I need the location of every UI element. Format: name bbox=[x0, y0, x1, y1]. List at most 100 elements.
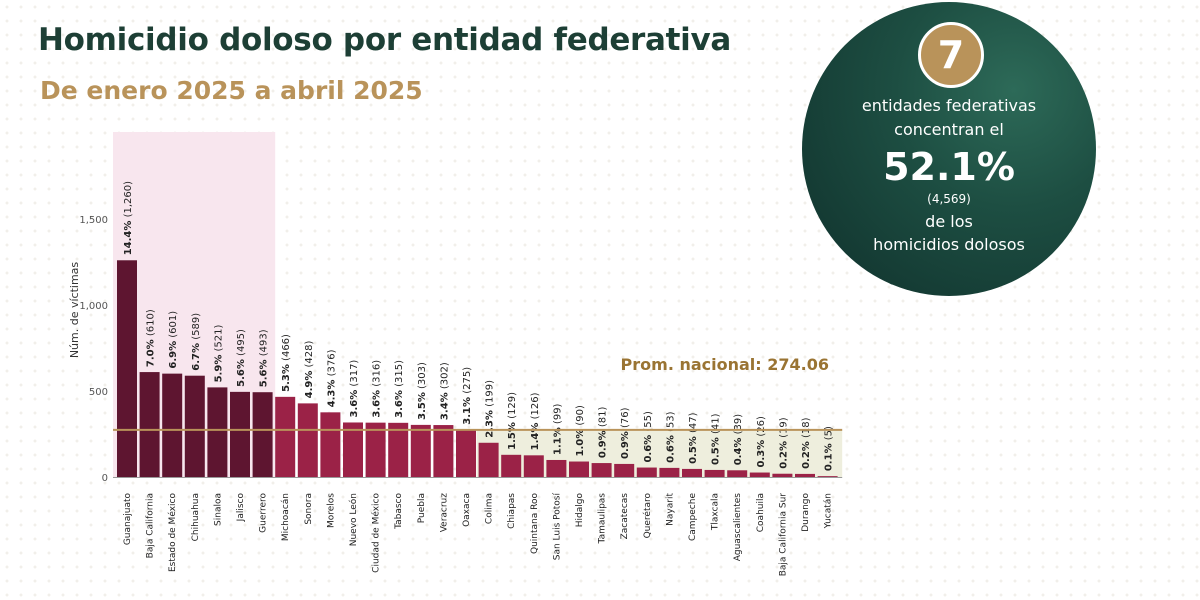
category-label: Chiapas bbox=[507, 493, 517, 529]
bar bbox=[591, 463, 612, 477]
data-label: 0.2% (19) bbox=[778, 417, 789, 469]
bar bbox=[343, 422, 363, 477]
bar bbox=[478, 442, 499, 477]
bar bbox=[184, 375, 205, 477]
y-tick-label: 1,500 bbox=[79, 215, 108, 226]
callout-line-4: homicidios dolosos bbox=[873, 235, 1025, 254]
category-label: Oaxaca bbox=[462, 493, 472, 527]
data-label: 2.3% (199) bbox=[485, 380, 496, 438]
bar bbox=[501, 454, 522, 477]
category-label: Tamaulipas bbox=[598, 493, 608, 545]
bar bbox=[117, 260, 137, 477]
bar bbox=[817, 476, 838, 477]
category-label: Jalisco bbox=[236, 493, 246, 523]
data-label: 3.6% (315) bbox=[394, 360, 405, 418]
data-label: 3.6% (316) bbox=[372, 360, 383, 418]
data-label: 6.9% (601) bbox=[168, 311, 179, 369]
category-label: Chihuahua bbox=[191, 493, 201, 541]
bar bbox=[456, 429, 476, 477]
callout-line-3: de los bbox=[925, 212, 973, 231]
category-label: Veracruz bbox=[439, 493, 449, 533]
bar bbox=[636, 467, 657, 477]
data-label: 0.1% (5) bbox=[824, 426, 835, 471]
category-label: Durango bbox=[801, 493, 811, 532]
callout-line-2: concentran el bbox=[894, 120, 1004, 139]
bar bbox=[433, 425, 454, 477]
data-label: 0.9% (76) bbox=[620, 407, 631, 459]
data-label: 1.0% (90) bbox=[575, 405, 586, 457]
bar bbox=[704, 469, 725, 477]
bar bbox=[659, 467, 680, 477]
category-label: Tabasco bbox=[394, 493, 404, 530]
data-label: 5.6% (495) bbox=[236, 329, 247, 387]
category-label: Yucatán bbox=[824, 493, 834, 529]
bar bbox=[795, 473, 815, 477]
category-label: Baja California bbox=[146, 493, 156, 558]
category-label: Sinaloa bbox=[213, 493, 223, 526]
bar bbox=[682, 468, 702, 477]
data-label: 0.6% (53) bbox=[665, 411, 676, 463]
data-label: 3.1% (275) bbox=[462, 367, 473, 425]
page-subtitle: De enero 2025 a abril 2025 bbox=[40, 76, 423, 105]
category-label: Zacatecas bbox=[620, 493, 630, 540]
category-label: Michoacán bbox=[281, 493, 291, 541]
data-label: 5.6% (493) bbox=[259, 329, 270, 387]
category-label: Guerrero bbox=[259, 493, 269, 533]
data-label: 3.4% (302) bbox=[439, 362, 450, 420]
bar bbox=[162, 373, 183, 477]
page-title: Homicidio doloso por entidad federativa bbox=[38, 22, 732, 58]
category-label: Aguascalientes bbox=[733, 493, 743, 562]
data-label: 0.3% (26) bbox=[756, 416, 767, 468]
data-label: 6.7% (589) bbox=[191, 313, 202, 371]
bar bbox=[523, 455, 544, 477]
bar bbox=[320, 412, 341, 477]
data-label: 5.3% (466) bbox=[281, 334, 292, 392]
data-label: 3.5% (303) bbox=[417, 362, 428, 420]
average-label: Prom. nacional: 274.06 bbox=[621, 355, 829, 374]
data-label: 3.6% (317) bbox=[349, 360, 360, 418]
callout-percent: 52.1% bbox=[883, 145, 1015, 189]
bar bbox=[297, 403, 318, 477]
category-label: Hidalgo bbox=[575, 493, 585, 528]
category-label: Morelos bbox=[326, 493, 336, 528]
category-label: Guanajuato bbox=[123, 493, 133, 546]
bar bbox=[207, 387, 228, 477]
bar bbox=[410, 424, 431, 477]
category-label: Coahuila bbox=[756, 493, 766, 532]
category-label: Puebla bbox=[417, 493, 427, 523]
category-label: Estado de México bbox=[167, 493, 178, 573]
category-label: Nuevo León bbox=[348, 493, 359, 546]
bar bbox=[749, 472, 770, 477]
data-label: 0.4% (39) bbox=[733, 414, 744, 466]
bar bbox=[727, 470, 748, 477]
bar bbox=[772, 473, 793, 477]
data-label: 0.2% (18) bbox=[801, 417, 812, 469]
data-label: 14.4% (1,260) bbox=[123, 181, 134, 255]
category-label: Quintana Roo bbox=[530, 493, 540, 554]
category-label: Sonora bbox=[304, 493, 314, 525]
category-label: Querétaro bbox=[642, 493, 653, 539]
category-label: Baja California Sur bbox=[778, 493, 788, 577]
bar bbox=[569, 461, 589, 477]
bar bbox=[546, 459, 567, 477]
bar bbox=[230, 391, 250, 477]
category-label: Campeche bbox=[688, 493, 698, 541]
data-label: 0.5% (41) bbox=[711, 413, 722, 465]
data-label: 1.5% (129) bbox=[507, 392, 518, 450]
data-label: 4.3% (376) bbox=[326, 349, 337, 407]
count-badge: 7 bbox=[918, 22, 984, 88]
data-label: 1.4% (126) bbox=[530, 392, 541, 450]
data-label: 4.9% (428) bbox=[304, 340, 315, 398]
data-label: 1.1% (99) bbox=[552, 403, 563, 455]
data-label: 0.6% (55) bbox=[643, 411, 654, 463]
data-label: 7.0% (610) bbox=[146, 309, 157, 367]
bar bbox=[139, 372, 160, 477]
bar bbox=[365, 422, 386, 477]
category-label: San Luis Potosí bbox=[552, 493, 562, 561]
bar bbox=[275, 396, 296, 477]
category-label: Nayarit bbox=[665, 493, 675, 526]
callout-line-1: entidades federativas bbox=[861, 96, 1037, 115]
y-tick-label: 0 bbox=[102, 473, 108, 484]
category-label: Colima bbox=[485, 493, 495, 524]
